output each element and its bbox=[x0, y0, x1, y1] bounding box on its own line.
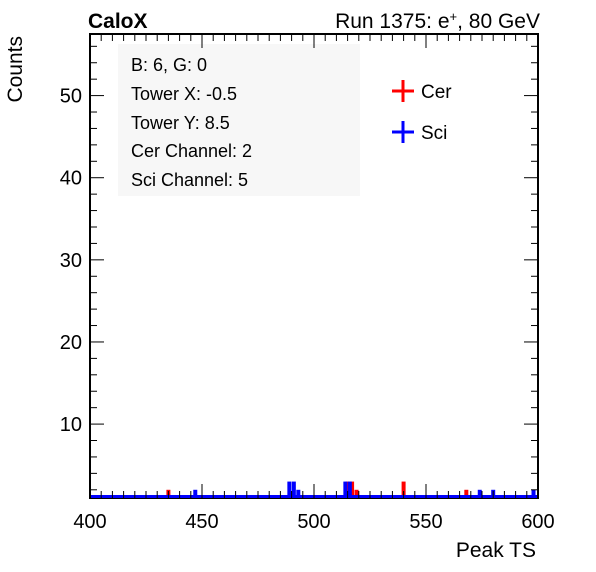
bar-cer-2 bbox=[345, 481, 350, 498]
legend-label-sci: Sci bbox=[421, 123, 447, 144]
bar-sci-4 bbox=[296, 489, 301, 498]
bar-sci-1 bbox=[193, 489, 198, 498]
bar-cer-3 bbox=[350, 481, 355, 498]
run-suffix: , 80 GeV bbox=[457, 10, 540, 33]
info-box: B: 6, G: 0 Tower X: -0.5 Tower Y: 8.5 Ce… bbox=[131, 55, 252, 190]
x-tick-label: 500 bbox=[297, 511, 330, 533]
info-line-4: Cer Channel: 2 bbox=[131, 141, 252, 161]
bar-sci-7 bbox=[477, 489, 482, 498]
bar-cer-5 bbox=[401, 481, 406, 498]
bar-sci-6 bbox=[347, 481, 352, 498]
axis-ticks: 400 450 500 550 600 10 20 30 40 50 bbox=[60, 34, 555, 533]
info-line-1: B: 6, G: 0 bbox=[131, 55, 207, 75]
x-axis-label: Peak TS bbox=[456, 539, 536, 562]
run-info: Run 1375: e+, 80 GeV bbox=[335, 9, 540, 33]
run-label: Run 1375: e bbox=[335, 10, 449, 33]
info-line-2: Tower X: -0.5 bbox=[131, 84, 237, 104]
legend-item-cer: Cer bbox=[392, 80, 452, 103]
info-box-background bbox=[118, 44, 360, 196]
bar-sci-2 bbox=[287, 481, 292, 498]
y-tick-label: 30 bbox=[60, 250, 82, 272]
info-line-3: Tower Y: 8.5 bbox=[131, 113, 230, 133]
x-tick-label: 600 bbox=[521, 511, 554, 533]
bar-cer-4 bbox=[354, 489, 359, 498]
x-tick-label: 400 bbox=[73, 511, 106, 533]
info-line-5: Sci Channel: 5 bbox=[131, 170, 248, 190]
bar-sci-9 bbox=[531, 489, 536, 498]
brand-title: CaloX bbox=[88, 10, 148, 33]
y-tick-label: 40 bbox=[60, 168, 82, 190]
bar-cer-6 bbox=[464, 489, 469, 498]
legend-label-cer: Cer bbox=[421, 82, 452, 103]
bar-sci-5 bbox=[343, 481, 348, 498]
legend-item-sci: Sci bbox=[392, 121, 447, 144]
bar-sci-3 bbox=[291, 481, 296, 498]
y-tick-label: 20 bbox=[60, 332, 82, 354]
y-axis-label: Counts bbox=[4, 36, 27, 103]
y-tick-label: 50 bbox=[60, 86, 82, 108]
x-tick-label: 550 bbox=[409, 511, 442, 533]
legend: Cer Sci bbox=[392, 80, 452, 144]
run-superscript: + bbox=[450, 9, 458, 24]
y-tick-label: 10 bbox=[60, 414, 82, 436]
x-tick-label: 450 bbox=[185, 511, 218, 533]
